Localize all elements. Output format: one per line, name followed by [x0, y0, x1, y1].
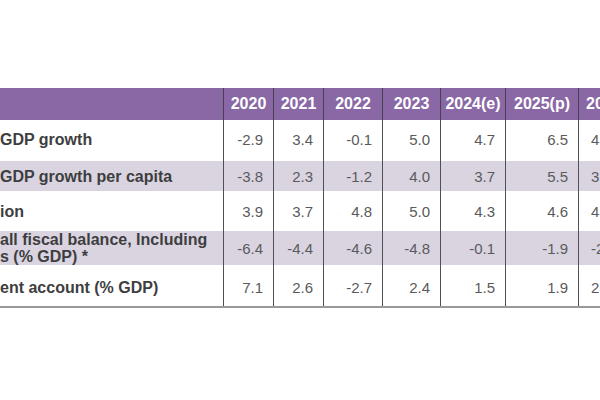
column-header-cut: 20: [578, 88, 600, 120]
value-cell: 3.7: [273, 194, 323, 228]
value-cell: 1.5: [440, 268, 505, 306]
column-header-2023: 2023: [382, 88, 440, 120]
value-cell: -1.9: [505, 228, 578, 268]
table-row-gdp-growth-per-capita: GDP growth per capita -3.8 2.3 -1.2 4.0 …: [0, 158, 600, 194]
value-cell: 2.3: [273, 158, 323, 194]
table-row-current-account: ent account (% GDP) 7.1 2.6 -2.7 2.4 1.5…: [0, 268, 600, 306]
value-cell-cut: -2: [578, 228, 600, 268]
value-cell: -0.1: [323, 120, 382, 158]
value-cell: -4.4: [273, 228, 323, 268]
value-cell: 4.8: [323, 194, 382, 228]
column-header-2021: 2021: [273, 88, 323, 120]
row-label: GDP growth per capita: [0, 158, 223, 194]
table-row-gdp-growth: GDP growth -2.9 3.4 -0.1 5.0 4.7 6.5 4: [0, 120, 600, 158]
column-header-2022: 2022: [323, 88, 382, 120]
table-row-inflation: ion 3.9 3.7 4.8 5.0 4.3 4.6 4: [0, 194, 600, 228]
value-cell: 7.1: [223, 268, 273, 306]
value-cell: 2.4: [382, 268, 440, 306]
row-label: GDP growth: [0, 120, 223, 158]
value-cell: -4.8: [382, 228, 440, 268]
row-label: ent account (% GDP): [0, 268, 223, 306]
value-cell: -4.6: [323, 228, 382, 268]
value-cell-cut: 4: [578, 194, 600, 228]
column-header-2025p: 2025(p): [505, 88, 578, 120]
value-cell: 6.5: [505, 120, 578, 158]
value-cell: 4.6: [505, 194, 578, 228]
value-cell: 3.9: [223, 194, 273, 228]
value-cell: -0.1: [440, 228, 505, 268]
value-cell: 5.0: [382, 194, 440, 228]
value-cell: 5.5: [505, 158, 578, 194]
value-cell: 2.6: [273, 268, 323, 306]
value-cell: 5.0: [382, 120, 440, 158]
value-cell: 3.7: [440, 158, 505, 194]
row-label-line2: s (% GDP) *: [0, 248, 88, 265]
value-cell-cut: 4: [578, 120, 600, 158]
value-cell: -6.4: [223, 228, 273, 268]
value-cell: 4.0: [382, 158, 440, 194]
macro-indicators-table: 2020 2021 2022 2023 2024(e) 2025(p) 20 G…: [0, 88, 600, 308]
column-header-2020: 2020: [223, 88, 273, 120]
value-cell: -2.9: [223, 120, 273, 158]
table-header-row: 2020 2021 2022 2023 2024(e) 2025(p) 20: [0, 88, 600, 120]
value-cell: 1.9: [505, 268, 578, 306]
column-header-empty: [0, 88, 223, 120]
column-header-2024e: 2024(e): [440, 88, 505, 120]
value-cell: -3.8: [223, 158, 273, 194]
row-label-line1: all fiscal balance, Including: [0, 231, 207, 248]
value-cell: 4.7: [440, 120, 505, 158]
table-row-fiscal-balance: all fiscal balance, Including s (% GDP) …: [0, 228, 600, 268]
row-label: all fiscal balance, Including s (% GDP) …: [0, 228, 223, 268]
value-cell-cut: 2: [578, 268, 600, 306]
value-cell: 4.3: [440, 194, 505, 228]
value-cell: -2.7: [323, 268, 382, 306]
row-label: ion: [0, 194, 223, 228]
value-cell: 3.4: [273, 120, 323, 158]
value-cell: -1.2: [323, 158, 382, 194]
value-cell-cut: 3: [578, 158, 600, 194]
